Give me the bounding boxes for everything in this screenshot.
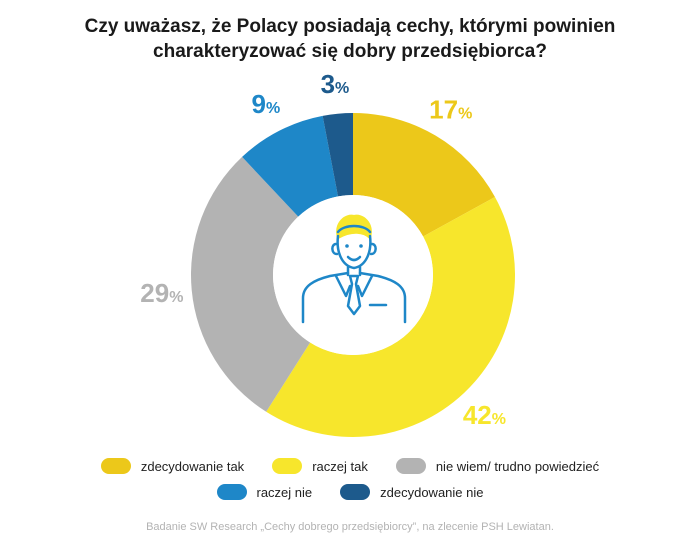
legend-item-nie-wiem: nie wiem/ trudno powiedzieć <box>395 458 600 474</box>
legend-swatch <box>395 458 426 474</box>
slice-raczej-nie <box>242 115 339 217</box>
chart-title-line1: Czy uważasz, że Polacy posiadają cechy, … <box>84 16 616 37</box>
chart-title-line2: charakteryzować się dobry przedsiębiorca… <box>153 41 547 62</box>
legend-label: zdecydowanie tak <box>140 458 245 474</box>
slice-zdecydowanie-nie <box>322 113 353 197</box>
slice-label: 9% <box>251 89 280 119</box>
legend-swatch <box>340 484 371 500</box>
slice-label: 42% <box>463 400 506 430</box>
slice-zdecydowanie-tak <box>353 113 495 237</box>
legend-swatch <box>100 458 131 474</box>
legend-row-2: raczej nie zdecydowanie nie <box>0 484 700 500</box>
legend-row-1: zdecydowanie tak raczej tak nie wiem/ tr… <box>0 458 700 474</box>
legend-item-zdecydowanie-tak: zdecydowanie tak <box>100 458 245 474</box>
slice-raczej-tak <box>266 196 515 438</box>
chart-title: Czy uważasz, że Polacy posiadają cechy, … <box>0 14 700 64</box>
businessman-icon <box>301 214 407 324</box>
slice-nie-wiem-trudno-powiedzieć <box>191 156 311 412</box>
legend-item-raczej-tak: raczej tak <box>272 458 368 474</box>
source-note: Badanie SW Research „Cechy dobrego przed… <box>146 521 554 533</box>
slice-label: 3% <box>321 69 350 99</box>
legend-label: raczej tak <box>312 458 368 474</box>
legend-item-raczej-nie: raczej nie <box>216 484 313 500</box>
slice-labels: 17% 42% 29% 9% 3% <box>140 69 506 430</box>
legend-label: nie wiem/ trudno powiedzieć <box>435 458 600 474</box>
legend-item-zdecydowanie-nie: zdecydowanie nie <box>340 484 484 500</box>
slice-label: 29% <box>140 278 183 308</box>
legend-label: raczej nie <box>256 484 313 500</box>
legend-swatch <box>272 458 303 474</box>
slice-label: 17% <box>429 95 472 125</box>
legend-label: zdecydowanie nie <box>380 484 484 500</box>
legend-swatch <box>216 484 247 500</box>
